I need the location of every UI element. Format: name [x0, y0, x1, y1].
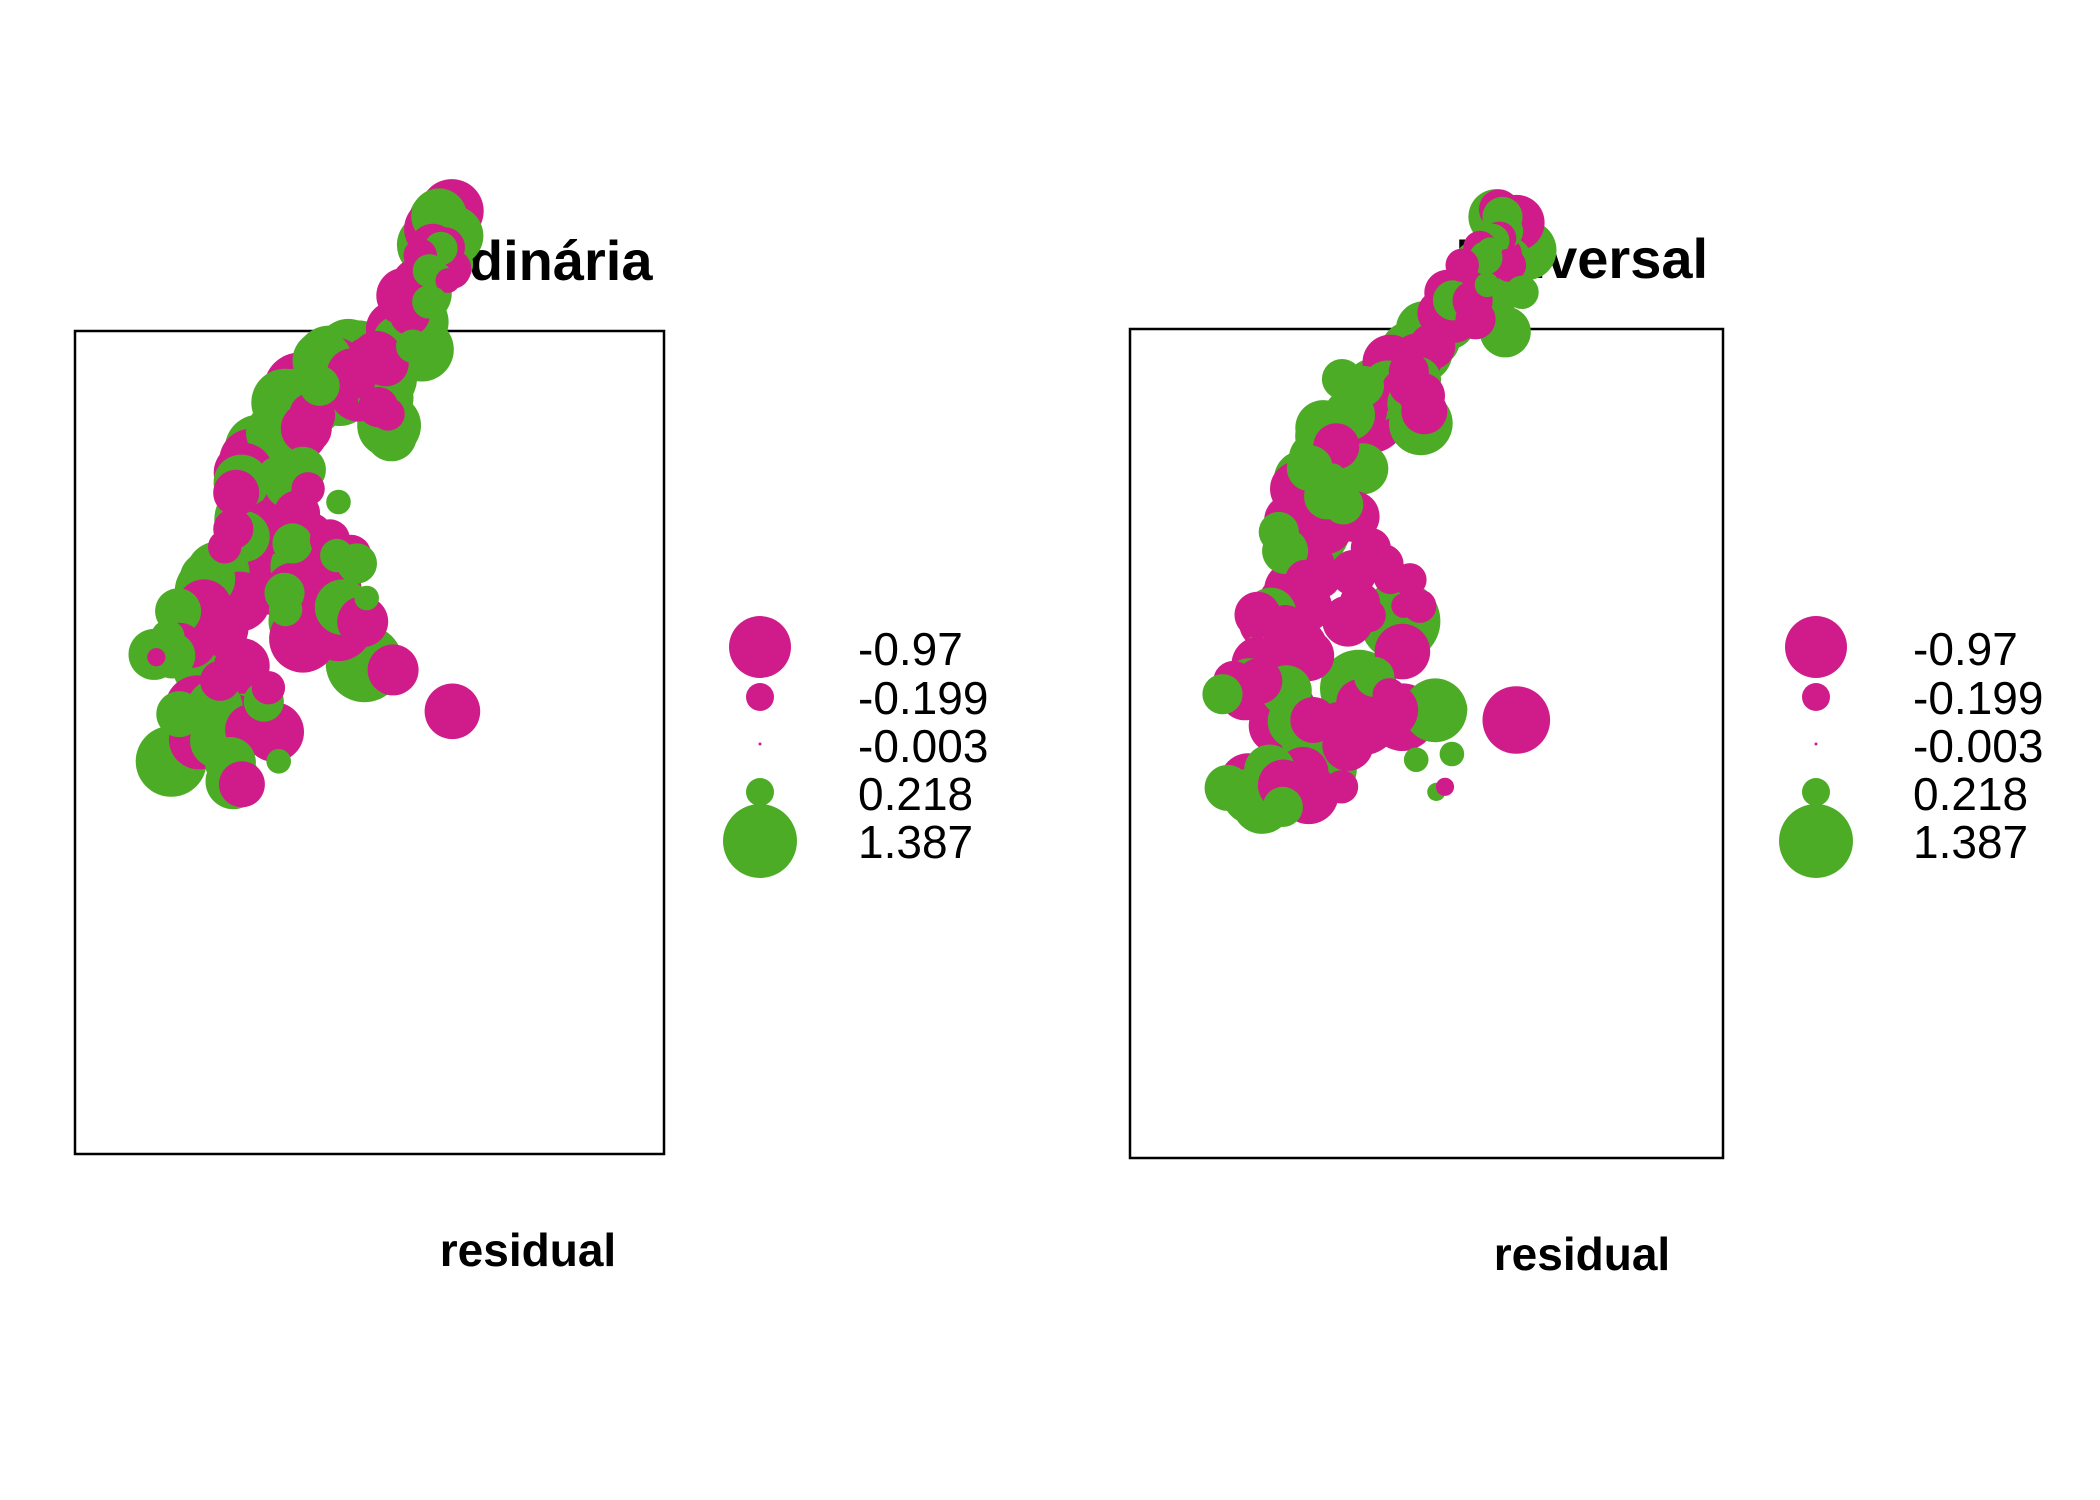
bubble-point [1372, 678, 1406, 712]
bubble-point [1262, 786, 1303, 828]
bubble-point [144, 629, 163, 648]
bubble-point [291, 472, 325, 506]
bubble-point [1455, 299, 1496, 340]
bubble-point [156, 691, 203, 738]
bubble-point [1352, 598, 1386, 633]
bubble-point [1434, 692, 1468, 726]
bubble-layer [128, 179, 484, 810]
bubble-point [208, 530, 242, 564]
legend-label: -0.199 [1913, 672, 2043, 724]
bubble-point [268, 592, 303, 627]
bubble-point [1234, 591, 1281, 638]
legend: -0.97 -0.199 -0.003 0.218 1.387 [723, 616, 988, 878]
bubble-point [421, 286, 446, 312]
panel-universal: Universal residual -0.97 -0.199 -0.003 0… [1128, 189, 2043, 1280]
bubble-point [1474, 272, 1500, 298]
bubble-point [299, 365, 340, 406]
bubble-point [424, 683, 481, 740]
bubble-point [1204, 764, 1251, 811]
bubble-point [1285, 559, 1326, 600]
bubble-point [200, 660, 241, 701]
bubble-point [147, 648, 166, 667]
legend-label: 1.387 [1913, 816, 2028, 868]
bubble-point [1391, 593, 1416, 618]
legend-label: -0.199 [858, 672, 988, 724]
legend-swatch [1802, 683, 1830, 711]
legend-swatch [723, 804, 797, 878]
bubble-point [213, 469, 260, 516]
legend-label: 1.387 [858, 816, 973, 868]
bubble-point [354, 585, 380, 611]
legend-swatch [1785, 616, 1847, 678]
bubble-point [1331, 377, 1366, 411]
bubble-point [1435, 777, 1455, 796]
legend-label: -0.003 [858, 720, 988, 772]
legend-label: -0.97 [1913, 623, 2018, 675]
bubble-point [258, 457, 292, 491]
bubble-point [1388, 365, 1429, 406]
bubble-point [1324, 770, 1359, 804]
legend-label: -0.97 [858, 623, 963, 675]
legend-swatch [746, 683, 774, 711]
legend-label: 0.218 [1913, 768, 2028, 820]
bubble-point [251, 671, 286, 705]
bubble-point [1439, 741, 1465, 767]
bubble-point [1393, 563, 1427, 597]
bubble-point [1258, 511, 1299, 553]
bubble-point [367, 644, 419, 696]
bubble-point [396, 329, 430, 363]
bubble-point [1323, 484, 1364, 525]
x-axis-label: residual [440, 1224, 616, 1276]
x-axis-label: residual [1494, 1228, 1670, 1280]
bubble-point [1445, 248, 1479, 282]
bubble-point [1482, 686, 1551, 754]
bubble-point [272, 523, 313, 564]
bubble-point [266, 749, 292, 774]
bubble-point [320, 538, 354, 573]
legend-label: 0.218 [858, 768, 973, 820]
bubble-point [1202, 674, 1243, 715]
legend-swatch [729, 616, 791, 678]
legend-swatch [758, 742, 762, 746]
legend-swatch [1779, 804, 1853, 878]
bubble-point [1320, 463, 1346, 489]
legend: -0.97 -0.199 -0.003 0.218 1.387 [1779, 616, 2043, 878]
bubble-point [435, 268, 461, 293]
bubble-point [241, 651, 267, 676]
bubble-point [218, 761, 265, 808]
bubble-point [326, 489, 351, 515]
bubble-point [337, 596, 389, 648]
legend-label: -0.003 [1913, 720, 2043, 772]
bubble-point [1477, 237, 1503, 262]
bubble-point [371, 397, 405, 431]
bubble-point [1505, 275, 1539, 309]
panel-ordinaria: Ordinária residual -0.97 -0.199 -0.003 0… [73, 179, 988, 1276]
bubble-point [299, 624, 325, 650]
legend-swatch [1814, 742, 1818, 746]
bubble-layer [1202, 189, 1557, 834]
bubble-point [1403, 747, 1429, 772]
legend-swatch [1802, 778, 1830, 806]
bubble-point [1322, 719, 1374, 771]
bubble-point [1290, 697, 1337, 743]
legend-swatch [746, 778, 774, 806]
